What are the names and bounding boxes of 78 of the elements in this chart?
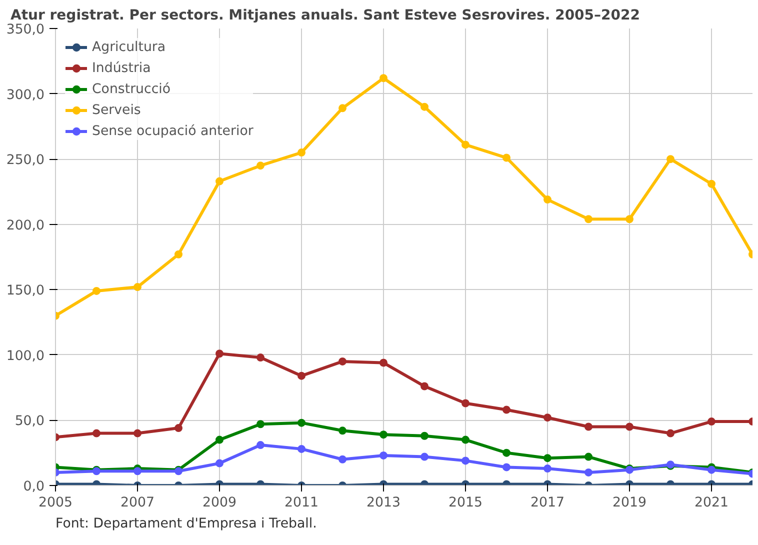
point: [92, 429, 100, 438]
x-tick-label: 2021: [694, 496, 728, 510]
point: [708, 466, 716, 474]
point: [256, 354, 264, 362]
text: Font: Departament d'Empresa i Treball.: [56, 516, 317, 532]
point: [462, 436, 470, 444]
point: [584, 422, 592, 431]
point: [462, 456, 470, 465]
point: [502, 448, 510, 457]
legend-label: Serveis: [92, 102, 141, 118]
point: [256, 441, 264, 450]
point: [584, 215, 592, 224]
point: [338, 104, 346, 112]
point: [216, 436, 224, 444]
point: [298, 444, 306, 453]
point: [338, 455, 346, 464]
point: [380, 358, 388, 367]
point: [298, 148, 306, 157]
point: [462, 399, 470, 408]
point: [380, 430, 388, 439]
y-tick-label: 100,0: [6, 348, 44, 364]
x-tick-label: 2009: [202, 496, 236, 510]
x-tick-label: 2017: [530, 496, 564, 510]
chart-title: Atur registrat. Per sectors. Mitjanes anuals. Sant Esteve Sesrovires. 2005–2022: [10, 8, 640, 24]
point: [626, 422, 634, 431]
point: [420, 432, 428, 440]
point: [134, 283, 142, 292]
point: [666, 429, 674, 438]
legend-label: Indústria: [92, 60, 151, 76]
y-tick-label: 0,0: [23, 480, 45, 494]
point: [708, 418, 716, 426]
point: [626, 215, 634, 224]
point: [298, 372, 306, 380]
x-tick-label: 2015: [448, 496, 482, 510]
point: [584, 468, 592, 476]
point: [92, 286, 100, 295]
point: [298, 418, 306, 427]
y-tick-label: 350,0: [6, 22, 44, 38]
x-tick-label: 2013: [366, 496, 400, 510]
legend-label: Agricultura: [92, 40, 166, 54]
point: [462, 140, 470, 149]
y-tick-label: 200,0: [6, 218, 44, 234]
point: [708, 180, 716, 188]
point: [502, 406, 510, 414]
point: [584, 452, 592, 461]
point: [134, 467, 142, 476]
point: [216, 177, 224, 186]
point: [502, 463, 510, 472]
point: [134, 429, 142, 438]
point: [380, 74, 388, 82]
point: [420, 382, 428, 390]
point: [420, 102, 428, 111]
x-tick-label: 2011: [284, 496, 318, 510]
point: [420, 452, 428, 461]
point: [666, 155, 674, 164]
point: [216, 459, 224, 468]
x-tick-label: 2005: [38, 496, 72, 510]
legend-label: Construcció: [92, 82, 171, 96]
point: [380, 451, 388, 460]
point: [544, 414, 552, 422]
y-tick-label: 50,0: [14, 414, 45, 430]
point: [502, 154, 510, 162]
y-tick-label: 250,0: [6, 153, 44, 168]
point: [338, 357, 346, 366]
y-tick-label: 300,0: [6, 88, 44, 103]
point: [544, 196, 552, 204]
point: [174, 424, 182, 432]
point: [216, 350, 224, 358]
x-tick-label: 2019: [612, 496, 646, 510]
point: [544, 454, 552, 462]
y-tick-label: 150,0: [6, 284, 44, 299]
x-tick-label: 2007: [120, 496, 154, 510]
legend-label: Sense ocupació anterior: [92, 124, 254, 138]
point: [256, 162, 264, 170]
point: [338, 426, 346, 435]
point: [544, 464, 552, 473]
point: [174, 250, 182, 258]
point: [256, 420, 264, 428]
